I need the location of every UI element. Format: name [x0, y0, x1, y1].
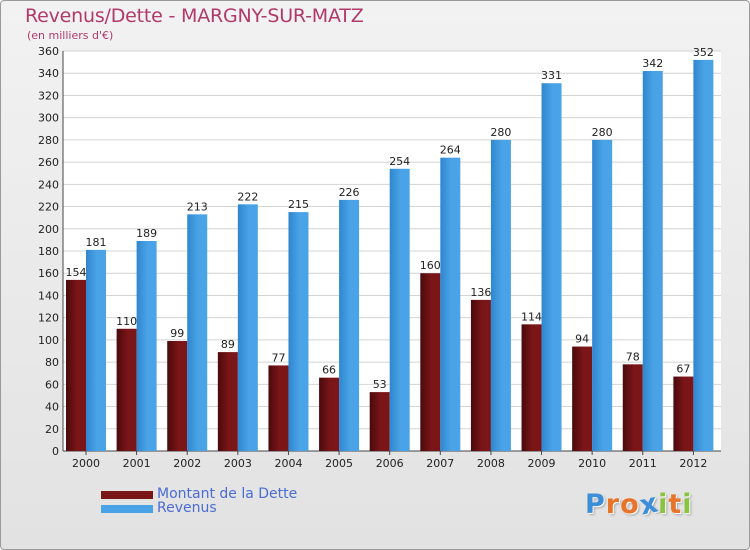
bar-revenus [541, 83, 562, 451]
bar-revenus [592, 139, 613, 451]
y-tick-label: 140 [38, 289, 59, 302]
x-tick-label: 2004 [274, 457, 302, 470]
y-tick-label: 200 [38, 223, 59, 236]
logo-letter: r [605, 489, 621, 520]
y-tick-label: 20 [45, 423, 59, 436]
y-tick-label: 300 [38, 112, 59, 125]
y-tick-label: 180 [38, 245, 59, 258]
bar-revenus [187, 214, 208, 451]
bar-dette [319, 377, 340, 451]
bar-revenus [642, 71, 663, 451]
y-tick-label: 0 [52, 445, 59, 458]
data-label: 110 [116, 315, 137, 328]
bar-dette [572, 346, 593, 451]
data-label: 94 [575, 333, 589, 346]
y-tick-label: 80 [45, 356, 59, 369]
x-tick-label: 2008 [477, 457, 505, 470]
chart-subtitle: (en milliers d'€) [27, 29, 114, 42]
x-tick-label: 2007 [426, 457, 454, 470]
chart-title: Revenus/Dette - MARGNY-SUR-MATZ [25, 5, 364, 27]
bar-revenus [86, 249, 106, 451]
bar-dette [673, 376, 694, 451]
data-label: 189 [136, 227, 157, 240]
legend-swatch-revenus [101, 505, 153, 513]
data-label: 160 [420, 259, 441, 272]
x-tick-label: 2011 [629, 457, 657, 470]
y-tick-label: 260 [38, 156, 59, 169]
bar-dette [66, 279, 86, 451]
data-label: 89 [221, 338, 235, 351]
x-tick-label: 2005 [325, 457, 353, 470]
y-tick-label: 280 [38, 134, 59, 147]
data-label: 254 [389, 155, 410, 168]
data-label: 342 [642, 57, 663, 70]
logo-letter: o [620, 489, 640, 520]
bar-revenus [440, 157, 461, 451]
data-label: 226 [339, 186, 360, 199]
bar-dette [369, 392, 390, 451]
bar-dette [622, 364, 643, 451]
x-tick-label: 2010 [578, 457, 606, 470]
y-tick-label: 40 [45, 401, 59, 414]
data-label: 352 [693, 46, 714, 59]
data-label: 213 [187, 200, 208, 213]
x-tick-label: 2003 [224, 457, 252, 470]
bar-dette [167, 341, 188, 451]
bar-revenus [389, 168, 410, 451]
data-label: 67 [676, 363, 690, 376]
x-tick-label: 2001 [123, 457, 151, 470]
y-tick-label: 220 [38, 201, 59, 214]
bar-revenus [237, 204, 258, 451]
data-label: 99 [170, 327, 184, 340]
data-label: 280 [592, 126, 613, 139]
y-tick-label: 160 [38, 267, 59, 280]
bar-revenus [136, 241, 157, 451]
x-tick-label: 2012 [679, 457, 707, 470]
y-tick-label: 240 [38, 178, 59, 191]
x-tick-label: 2000 [72, 457, 100, 470]
y-tick-label: 60 [45, 378, 59, 391]
bar-dette [217, 352, 238, 451]
data-label: 215 [288, 198, 309, 211]
bar-revenus [339, 199, 360, 451]
data-label: 280 [490, 126, 511, 139]
y-tick-label: 320 [38, 89, 59, 102]
data-label: 114 [521, 310, 542, 323]
bar-dette [470, 299, 491, 451]
bar-dette [268, 365, 289, 451]
data-label: 264 [440, 144, 461, 157]
bar-revenus [693, 59, 714, 452]
data-label: 181 [86, 236, 107, 249]
data-label: 222 [237, 190, 258, 203]
x-tick-label: 2009 [528, 457, 556, 470]
x-tick-label: 2006 [376, 457, 404, 470]
y-tick-label: 340 [38, 67, 59, 80]
legend-label-revenus: Revenus [157, 500, 217, 516]
logo-letter: P [585, 489, 606, 520]
legend-swatch-dette [101, 491, 153, 499]
logo-letter: i [658, 489, 669, 520]
logo-letter: i [682, 489, 693, 520]
data-label: 66 [322, 364, 336, 377]
bar-dette [521, 324, 542, 451]
y-tick-label: 100 [38, 334, 59, 347]
proxiti-logo: Proxiti [585, 487, 693, 521]
y-tick-label: 120 [38, 312, 59, 325]
logo-letter: t [668, 489, 683, 520]
data-label: 136 [470, 286, 491, 299]
legend-label-dette: Montant de la Dette [157, 486, 298, 502]
data-label: 331 [541, 69, 562, 82]
data-label: 78 [626, 350, 640, 363]
bar-dette [116, 328, 137, 451]
bar-revenus [288, 212, 309, 451]
data-label: 53 [373, 378, 387, 391]
x-tick-label: 2002 [173, 457, 201, 470]
y-tick-label: 360 [38, 45, 59, 58]
bar-revenus [490, 139, 511, 451]
data-label: 154 [66, 266, 87, 279]
bar-dette [420, 273, 441, 451]
data-label: 77 [271, 351, 285, 364]
